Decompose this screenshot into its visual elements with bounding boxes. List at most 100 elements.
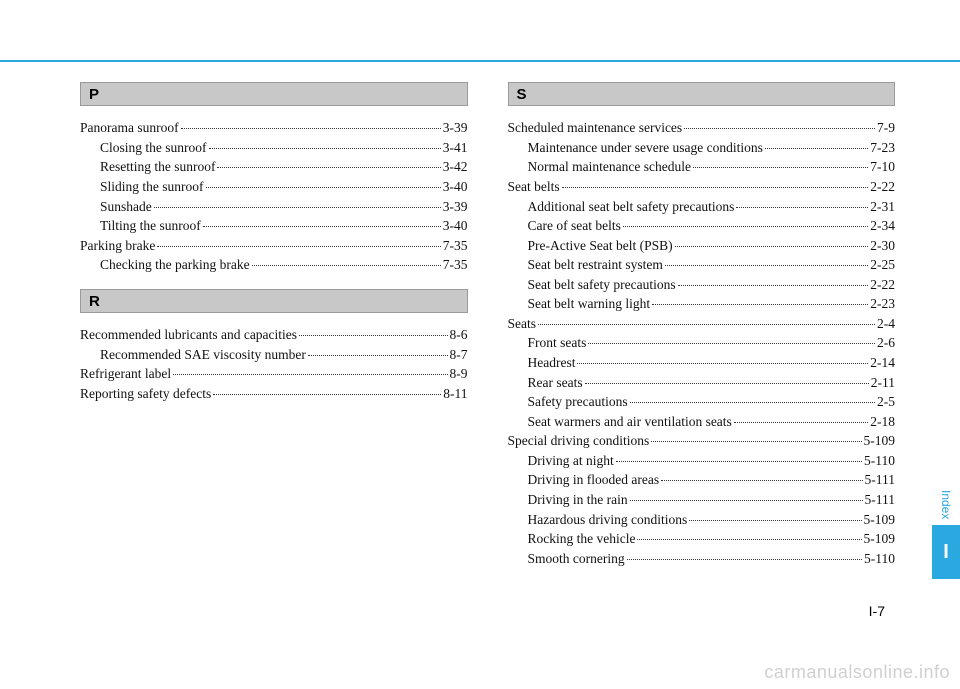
side-tab: Index I — [932, 490, 960, 579]
leader-dots — [538, 324, 875, 325]
entry-page: 3-39 — [443, 197, 468, 217]
index-entry: Recommended lubricants and capacities8-6 — [80, 325, 468, 345]
leader-dots — [684, 128, 875, 129]
entry-label: Rear seats — [528, 373, 583, 393]
leader-dots — [217, 167, 440, 168]
entry-page: 2-5 — [877, 392, 895, 412]
leader-dots — [630, 500, 863, 501]
leader-dots — [213, 394, 441, 395]
entry-label: Driving at night — [528, 451, 614, 471]
section-header: R — [80, 289, 468, 313]
entry-label: Closing the sunroof — [100, 138, 207, 158]
entry-page: 2-25 — [870, 255, 895, 275]
entry-label: Recommended SAE viscosity number — [100, 345, 306, 365]
leader-dots — [308, 355, 448, 356]
entry-label: Rocking the vehicle — [528, 529, 636, 549]
side-tab-letter: I — [932, 525, 960, 579]
entry-page: 8-7 — [450, 345, 468, 365]
entry-label: Headrest — [528, 353, 576, 373]
index-entry: Smooth cornering 5-110 — [508, 549, 896, 569]
entry-label: Smooth cornering — [528, 549, 625, 569]
entry-label: Normal maintenance schedule — [528, 157, 691, 177]
leader-dots — [765, 148, 868, 149]
entry-page: 5-109 — [864, 510, 896, 530]
index-entry: Maintenance under severe usage condition… — [508, 138, 896, 158]
entry-page: 2-18 — [870, 412, 895, 432]
entry-label: Recommended lubricants and capacities — [80, 325, 297, 345]
entry-page: 7-35 — [443, 236, 468, 256]
entry-page: 2-34 — [870, 216, 895, 236]
entry-label: Front seats — [528, 333, 587, 353]
entry-page: 5-110 — [864, 451, 895, 471]
entry-label: Special driving conditions — [508, 431, 650, 451]
leader-dots — [616, 461, 862, 462]
top-divider — [0, 60, 960, 62]
entry-page: 2-22 — [870, 177, 895, 197]
leader-dots — [299, 335, 447, 336]
index-group: PPanorama sunroof3-39Closing the sunroof… — [80, 82, 468, 275]
entry-label: Seat belt restraint system — [528, 255, 663, 275]
entry-label: Maintenance under severe usage condition… — [528, 138, 763, 158]
section-header: S — [508, 82, 896, 106]
entry-label: Pre-Active Seat belt (PSB) — [528, 236, 673, 256]
entry-page: 5-109 — [864, 431, 896, 451]
entry-label: Reporting safety defects — [80, 384, 211, 404]
entry-page: 2-30 — [870, 236, 895, 256]
right-column: S Scheduled maintenance services7-9Mainte… — [508, 82, 896, 582]
entry-label: Refrigerant label — [80, 364, 171, 384]
entry-label: Seat belt warning light — [528, 294, 651, 314]
index-content: PPanorama sunroof3-39Closing the sunroof… — [80, 82, 895, 582]
entry-label: Parking brake — [80, 236, 155, 256]
entry-page: 2-6 — [877, 333, 895, 353]
index-entry: Seat belt safety precautions 2-22 — [508, 275, 896, 295]
entry-page: 3-41 — [443, 138, 468, 158]
entry-page: 5-110 — [864, 549, 895, 569]
index-entry: Rear seats 2-11 — [508, 373, 896, 393]
leader-dots — [206, 187, 441, 188]
leader-dots — [181, 128, 441, 129]
entry-label: Driving in flooded areas — [528, 470, 660, 490]
index-entry: Front seats 2-6 — [508, 333, 896, 353]
entry-page: 7-10 — [870, 157, 895, 177]
index-entry: Seats2-4 — [508, 314, 896, 334]
index-entry: Normal maintenance schedule 7-10 — [508, 157, 896, 177]
entry-page: 2-14 — [870, 353, 895, 373]
entry-page: 2-11 — [871, 373, 895, 393]
entry-page: 2-22 — [870, 275, 895, 295]
index-entry: Tilting the sunroof3-40 — [80, 216, 468, 236]
index-entry: Seat belt warning light 2-23 — [508, 294, 896, 314]
entry-label: Seat belt safety precautions — [528, 275, 676, 295]
index-entry: Resetting the sunroof3-42 — [80, 157, 468, 177]
index-entry: Panorama sunroof3-39 — [80, 118, 468, 138]
entry-label: Hazardous driving conditions — [528, 510, 688, 530]
leader-dots — [157, 246, 440, 247]
index-entry: Closing the sunroof 3-41 — [80, 138, 468, 158]
index-entry: Pre-Active Seat belt (PSB) 2-30 — [508, 236, 896, 256]
entry-page: 2-23 — [870, 294, 895, 314]
leader-dots — [652, 304, 868, 305]
leader-dots — [203, 226, 441, 227]
index-entry: Refrigerant label8-9 — [80, 364, 468, 384]
entry-label: Seat warmers and air ventilation seats — [528, 412, 732, 432]
index-entry: Driving in the rain5-111 — [508, 490, 896, 510]
index-entry: Driving in flooded areas 5-111 — [508, 470, 896, 490]
entry-label: Sliding the sunroof — [100, 177, 204, 197]
entry-label: Scheduled maintenance services — [508, 118, 683, 138]
entry-page: 5-111 — [865, 470, 896, 490]
entry-page: 7-23 — [870, 138, 895, 158]
entry-page: 3-40 — [443, 177, 468, 197]
index-entry: Parking brake 7-35 — [80, 236, 468, 256]
entry-page: 3-39 — [443, 118, 468, 138]
leader-dots — [577, 363, 868, 364]
index-group: S Scheduled maintenance services7-9Mainte… — [508, 82, 896, 568]
leader-dots — [154, 207, 441, 208]
index-entry: Rocking the vehicle5-109 — [508, 529, 896, 549]
index-entry: Seat warmers and air ventilation seats 2-… — [508, 412, 896, 432]
index-entry: Seat belts2-22 — [508, 177, 896, 197]
index-entry: Headrest 2-14 — [508, 353, 896, 373]
entry-label: Care of seat belts — [528, 216, 621, 236]
page-number: I-7 — [869, 603, 885, 619]
index-entry: Scheduled maintenance services7-9 — [508, 118, 896, 138]
leader-dots — [736, 207, 868, 208]
leader-dots — [209, 148, 441, 149]
